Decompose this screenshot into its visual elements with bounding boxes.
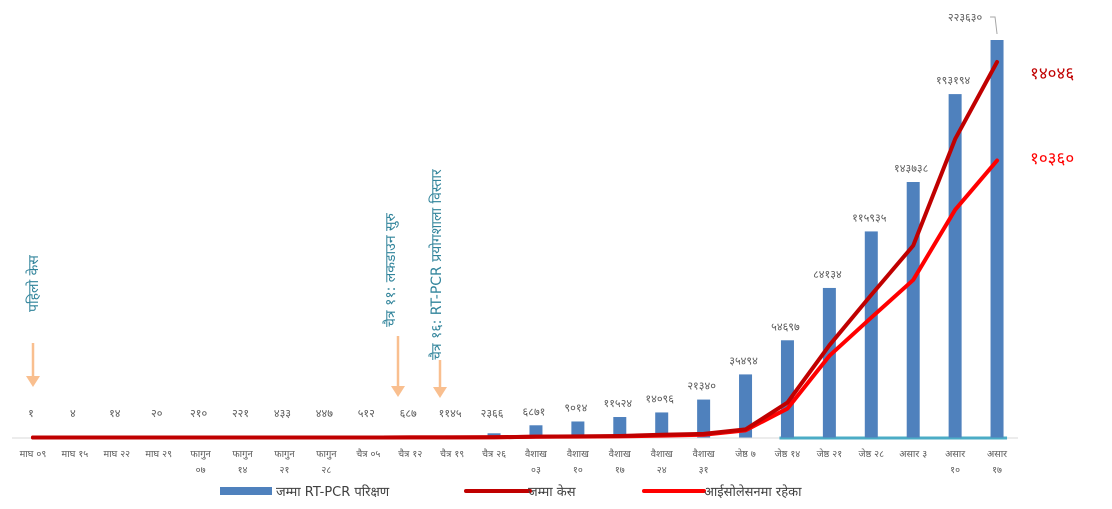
x-tick-label: चैत्र १९ [440,448,464,460]
x-tick-label: माघ २९ [145,449,172,460]
label-leader-line [990,16,998,35]
annotation-label: चैत्र ११: लकडाउन सुरु [382,212,399,327]
isolation-end-label: १०३६० [1030,149,1074,169]
bar-value-label: २१३४० [687,380,716,393]
bar-value-label: १४ [109,407,121,420]
x-tick-label: ०७ [196,465,206,476]
bar [864,231,878,438]
bar-value-label: ५१२ [358,407,375,420]
bar [697,399,711,438]
bar-value-label: २१० [190,407,207,420]
x-tick-label: १० [573,465,583,476]
x-tick-label: वैशाख [525,448,547,460]
x-tick-label: फागुन [274,449,295,460]
bar-value-label: ५४६९७ [771,320,800,333]
legend-label-bars: जम्मा RT-PCR परिक्षण [276,484,390,500]
bar [822,287,836,438]
x-tick-label: जेष्ठ २१ [817,448,843,460]
x-tick-label: जेष्ठ ७ [735,448,756,460]
bar-value-label: १४०९६ [645,392,674,405]
x-tick-label: वैशाख [651,448,673,460]
x-tick-label: जेष्ठ १४ [775,448,801,460]
x-tick-label: १४ [238,465,248,476]
x-tick-label: २८ [321,465,331,476]
bar-value-label: ४ [70,407,76,420]
x-tick-label: असार ३ [899,449,927,460]
x-tick-label: चैत्र २६ [482,448,506,460]
x-tick-label: फागुन [232,449,253,460]
bar [906,182,920,438]
x-tick-label: वैशाख [693,448,715,460]
x-tick-label: १७ [992,465,1002,476]
bar-value-label: ३५४९४ [729,354,758,367]
x-tick-label: वैशाख [609,448,631,460]
bar [948,94,962,438]
bar-value-label: ६८७ [400,407,417,420]
bar-value-label: ४४७ [316,407,333,420]
bar-value-label: २२१ [232,407,249,420]
bar [990,40,1004,438]
bar [571,421,585,438]
bar-value-label: १४३७३८ [894,162,929,175]
bar-value-label: ११४५ [439,407,462,420]
x-tick-label: चैत्र १२ [398,448,422,460]
bar [529,425,543,438]
total-cases-line [30,60,1000,440]
bar [613,417,627,438]
bar-value-label: २२३६३० [948,11,983,24]
bar-value-label: ९०१४ [564,401,587,414]
annotation-arrowhead [26,376,40,387]
x-tick-label: असार [945,449,966,460]
bar-value-label: २३६६ [481,407,504,420]
bar-value-label: ४३३ [274,407,291,420]
annotation-label: चैत्र १६: RT-PCR प्रयोगशाला विस्तार [428,169,445,360]
x-tick-label: ०३ [531,465,541,476]
legend-label-isolation: आईसोलेसनमा रहेका [704,484,802,500]
total-cases-end-label: १४०४६ [1030,64,1074,84]
x-tick-label: माघ ०९ [20,449,47,460]
bar-value-label: २० [151,407,163,420]
annotation-arrowhead [433,387,447,398]
x-tick-label: चैत्र ०५ [356,448,380,460]
x-tick-label: ३१ [699,465,709,476]
bar-value-label: ८४१३४ [813,268,842,281]
x-tick-label: १० [950,465,960,476]
x-tick-label: माघ २२ [103,449,130,460]
bar [655,412,669,438]
x-tick-label: वैशाख [567,448,589,460]
bar [780,340,794,438]
x-tick-label: फागुन [316,449,337,460]
bar [739,374,753,438]
bar-value-label: ११५२४ [603,397,632,410]
x-tick-label: जेष्ठ २८ [859,448,885,460]
annotation-arrowhead [391,386,405,397]
annotation-label: पहिलो केस [25,255,42,312]
bar-value-label: १ [28,407,34,420]
x-tick-label: २१ [280,465,290,476]
x-tick-label: १७ [615,465,625,476]
legend-swatch-bars [220,487,272,495]
isolation-line [30,158,1000,440]
x-tick-label: असार [987,449,1008,460]
x-tick-label: २४ [657,465,667,476]
bar-value-label: १९३१९४ [936,74,971,87]
x-tick-label: फागुन [190,449,211,460]
legend-label-cases: जम्मा केस [528,484,576,500]
x-tick-label: माघ १५ [62,449,89,460]
bar-value-label: ११५९३५ [852,211,887,224]
bar-value-label: ६८७१ [523,405,546,418]
